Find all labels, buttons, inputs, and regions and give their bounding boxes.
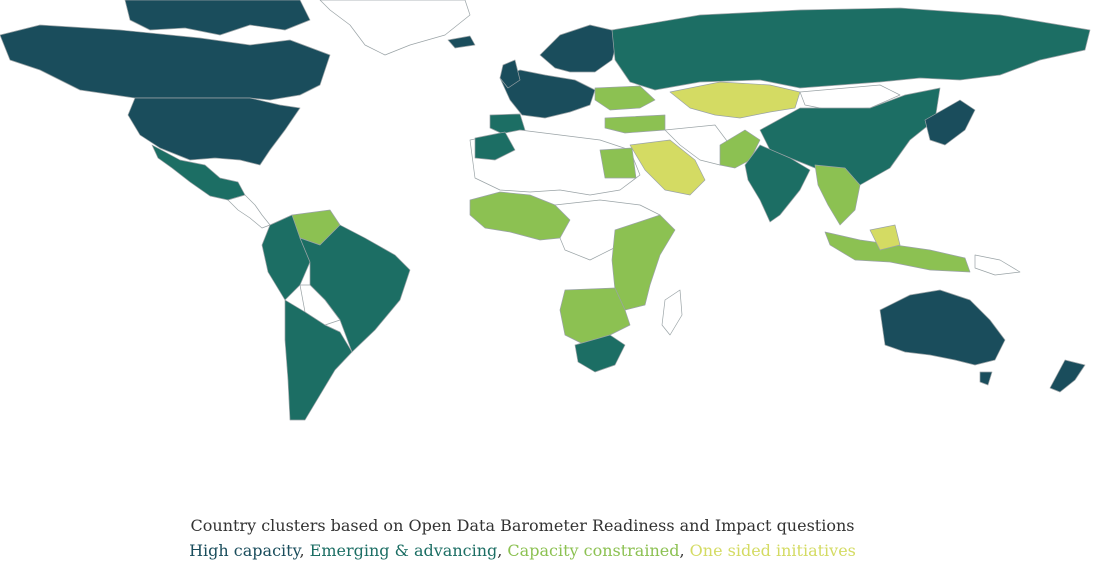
region-russia [611, 7, 1091, 91]
region-iceland [447, 35, 476, 49]
region-west-africa [469, 191, 571, 241]
legend-item-capacity-constrained: Capacity constrained [507, 541, 680, 560]
region-eastern-europe [594, 85, 656, 111]
region-south-africa [574, 334, 626, 373]
legend-item-high-capacity: High capacity [189, 541, 300, 560]
region-kazakhstan [669, 81, 801, 119]
region-canada [0, 24, 331, 101]
region-india [744, 144, 811, 223]
region-new-zealand [1049, 359, 1086, 393]
region-greenland [319, 0, 471, 56]
region-central-america [227, 194, 271, 229]
region-saudi-arabia [629, 139, 706, 196]
region-china [759, 87, 941, 186]
region-turkey [604, 114, 666, 134]
region-argentina-chile [284, 299, 353, 421]
region-scandinavia [539, 24, 621, 73]
world-map [0, 0, 1091, 421]
legend-item-emerging-advancing: Emerging & advancing [309, 541, 498, 560]
legend: High capacity, Emerging & advancing, Cap… [0, 541, 1045, 560]
region-east-africa [611, 214, 676, 311]
legend-separator: , [497, 541, 508, 560]
region-australia [879, 289, 1006, 366]
legend-separator: , [299, 541, 310, 560]
region-tasmania [979, 371, 993, 386]
region-arctic-islands [124, 0, 311, 36]
region-japan-korea [924, 99, 976, 146]
legend-separator: , [679, 541, 690, 560]
region-southeast-asia [814, 164, 861, 226]
region-usa [127, 97, 301, 166]
region-papua [974, 254, 1021, 276]
legend-item-one-sided-initiatives: One sided initiatives [689, 541, 856, 560]
region-madagascar [661, 289, 683, 336]
region-egypt [599, 147, 637, 179]
map-caption-title: Country clusters based on Open Data Baro… [190, 516, 855, 535]
region-western-europe [499, 69, 596, 119]
region-borneo [869, 224, 901, 251]
region-morocco [474, 131, 516, 161]
region-uk [499, 59, 521, 89]
